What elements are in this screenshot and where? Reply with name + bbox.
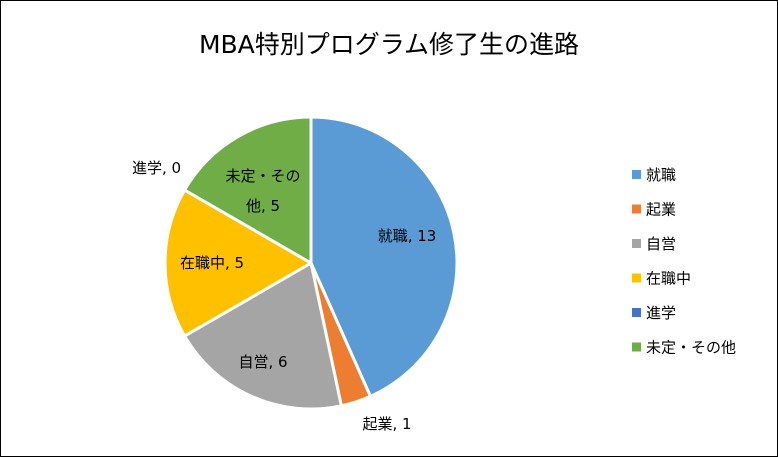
data-label-3: 在職中, 5: [180, 254, 244, 272]
legend-swatch-5: [632, 342, 641, 352]
data-label-2: 自営, 6: [238, 353, 287, 371]
legend-swatch-2: [632, 239, 641, 248]
legend-swatch-0: [632, 170, 641, 179]
legend-swatch-1: [632, 204, 641, 214]
legend-label-5: 未定・その他: [646, 339, 736, 357]
pie-slice-5: [183, 115, 313, 265]
pie-slice-2: [183, 261, 343, 411]
legend-label-0: 就職: [646, 166, 676, 184]
legend-label-4: 進学: [646, 304, 676, 322]
data-labels: 就職, 13 起業, 1 自営, 6 在職中, 5 進学, 0 未定・その他, 5: [132, 159, 436, 433]
legend-label-2: 自営: [646, 235, 676, 253]
legend-label-3: 在職中: [646, 270, 691, 288]
pie-slice-3: [163, 188, 313, 338]
chart-title: MBA特別プログラム修了生の進路: [199, 30, 579, 59]
legend-swatch-4: [632, 308, 641, 317]
data-label-4: 進学, 0: [132, 159, 181, 177]
pie-slice-0: [309, 115, 459, 398]
data-label-1: 起業, 1: [362, 415, 411, 433]
data-label-5: 未定・その他, 5: [225, 167, 300, 215]
legend-swatch-3: [632, 273, 641, 283]
pie-slices: [163, 115, 459, 411]
legend-label-1: 起業: [646, 201, 676, 219]
data-label-0: 就職, 13: [378, 227, 437, 245]
